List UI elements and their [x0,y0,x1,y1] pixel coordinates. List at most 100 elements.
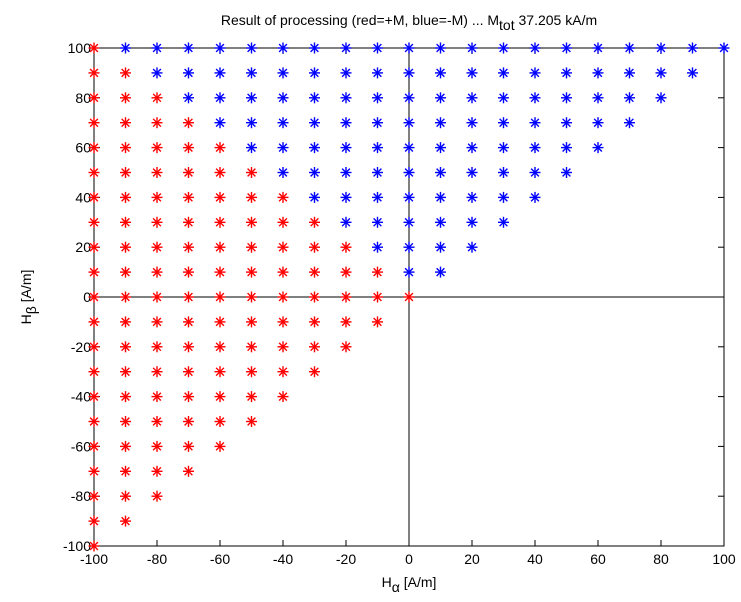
point-positive-m [88,241,100,253]
point-positive-m [151,191,163,203]
point-positive-m [120,391,131,403]
point-negative-m [655,92,667,104]
point-negative-m [561,142,572,154]
point-negative-m [529,92,541,104]
point-positive-m [277,191,289,203]
point-positive-m [214,191,226,203]
point-negative-m [561,67,572,79]
point-positive-m [120,191,131,203]
x-tick-label: -60 [210,551,230,567]
y-axis-label-base: H [18,314,34,324]
point-negative-m [246,117,257,129]
y-tick-label: -60 [71,438,91,454]
point-positive-m [151,167,163,178]
point-positive-m [309,291,320,303]
point-positive-m [120,167,131,178]
point-positive-m [214,142,226,154]
point-negative-m [309,42,320,54]
point-negative-m [435,92,446,104]
point-positive-m [183,291,194,303]
point-positive-m [277,216,289,228]
point-positive-m [183,416,194,427]
x-axis-label: Hα [A/m] [382,574,437,595]
point-negative-m [403,241,415,253]
point-positive-m [88,92,100,104]
point-negative-m [592,117,604,129]
point-negative-m [340,67,352,79]
point-positive-m [246,366,257,378]
point-positive-m [88,316,100,328]
point-negative-m [466,191,478,203]
chart-title-suffix: 37.205 kA/m [515,12,598,28]
y-tick-label: 40 [75,189,91,205]
point-negative-m [466,142,478,154]
point-negative-m [655,42,667,54]
point-negative-m [403,266,415,278]
point-positive-m [309,366,320,378]
point-negative-m [340,142,352,154]
point-positive-m [120,465,131,477]
point-positive-m [214,440,226,452]
point-negative-m [277,167,289,178]
point-negative-m [529,67,541,79]
point-positive-m [88,266,100,278]
point-negative-m [372,67,383,79]
point-positive-m [120,117,131,129]
point-negative-m [340,191,352,203]
point-negative-m [277,42,289,54]
point-positive-m [88,540,100,552]
point-positive-m [214,341,226,353]
point-positive-m [120,366,131,378]
point-positive-m [88,67,100,79]
point-positive-m [120,291,131,303]
x-tick-label: -80 [147,551,167,567]
point-positive-m [120,316,131,328]
point-positive-m [88,440,100,452]
point-positive-m [214,316,226,328]
chart-title: Result of processing (red=+M, blue=-M) .… [221,12,597,33]
point-positive-m [246,341,257,353]
point-positive-m [120,142,131,154]
y-tick-label: 60 [75,140,91,156]
point-positive-m [246,241,257,253]
point-positive-m [183,117,194,129]
y-tick-label: -80 [71,488,91,504]
point-positive-m [88,216,100,228]
point-negative-m [624,42,635,54]
point-negative-m [277,142,289,154]
point-positive-m [120,241,131,253]
point-negative-m [529,117,541,129]
point-negative-m [246,142,257,154]
point-negative-m [403,67,415,79]
point-negative-m [372,42,383,54]
point-negative-m [403,191,415,203]
point-positive-m [183,341,194,353]
point-positive-m [88,366,100,378]
point-positive-m [183,191,194,203]
point-negative-m [498,216,509,228]
point-positive-m [88,167,100,178]
point-positive-m [88,341,100,353]
point-negative-m [687,42,698,54]
chart-title-prefix: Result of processing (red=+M, blue=-M) .… [221,12,499,28]
point-negative-m [435,241,446,253]
point-positive-m [246,291,257,303]
point-negative-m [466,241,478,253]
point-positive-m [120,216,131,228]
point-positive-m [277,241,289,253]
point-negative-m [372,92,383,104]
point-positive-m [151,490,163,502]
point-positive-m [214,241,226,253]
point-negative-m [403,42,415,54]
x-tick-label: -20 [336,551,356,567]
y-tick-label: 100 [68,40,92,56]
point-positive-m [183,316,194,328]
point-positive-m [151,440,163,452]
point-negative-m [309,117,320,129]
point-negative-m [403,117,415,129]
point-positive-m [214,216,226,228]
point-negative-m [435,67,446,79]
point-negative-m [403,92,415,104]
point-negative-m [718,42,730,54]
